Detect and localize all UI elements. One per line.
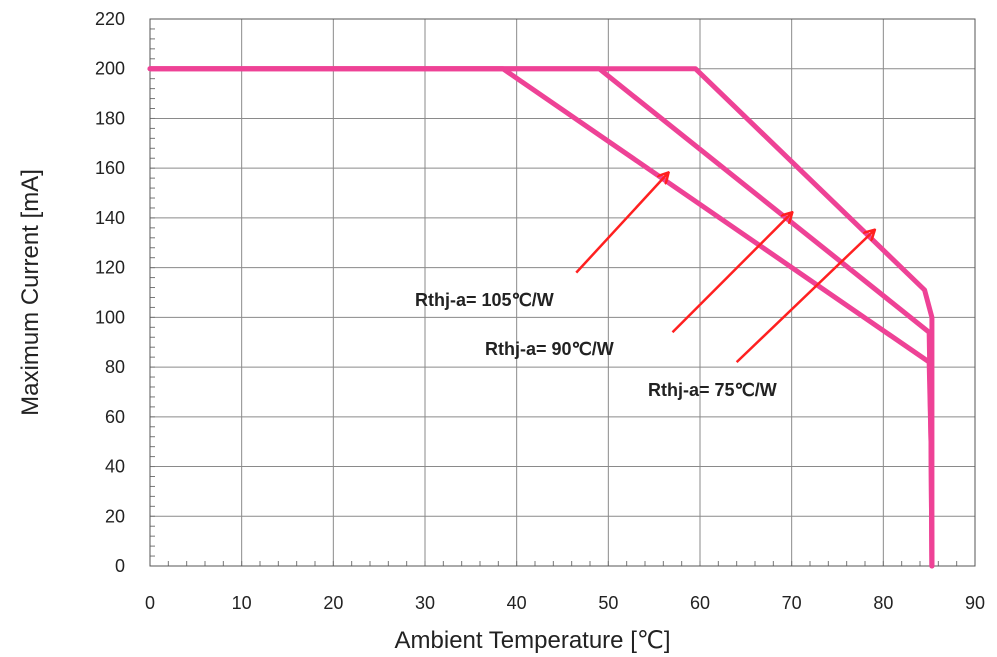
- annotation-arrow-1: [671, 213, 792, 334]
- x-tick-label-7: 70: [782, 593, 802, 613]
- y-tick-label-1: 20: [105, 506, 125, 526]
- series-layer: [147, 66, 935, 569]
- minor-ticks: [149, 18, 976, 567]
- annotation-label-1: Rthj-a= 90℃/W: [485, 339, 614, 359]
- y-tick-label-8: 160: [95, 158, 125, 178]
- x-tick-label-8: 80: [873, 593, 893, 613]
- annotation-arrow-2: [735, 230, 875, 364]
- x-tick-label-0: 0: [145, 593, 155, 613]
- annotation-layer: Rthj-a= 105℃/W Rthj-a= 90℃/W Rthj-a= 75℃/W: [415, 173, 874, 400]
- x-tick-label-9: 90: [965, 593, 985, 613]
- x-tick-label-5: 50: [598, 593, 618, 613]
- grid-lines: [149, 18, 976, 567]
- y-tick-label-7: 140: [95, 208, 125, 228]
- x-tick-label-2: 20: [323, 593, 343, 613]
- y-tick-label-0: 0: [115, 556, 125, 576]
- x-tick-label-3: 30: [415, 593, 435, 613]
- y-tick-label-9: 180: [95, 108, 125, 128]
- x-axis-title: Ambient Temperature [℃]: [395, 627, 671, 654]
- y-tick-label-4: 80: [105, 357, 125, 377]
- y-tick-labels: 0 20 40 60 80 100 120 140 160 180 200 220: [95, 9, 125, 576]
- series-line-2: [147, 66, 935, 569]
- annotation-label-0: Rthj-a= 105℃/W: [415, 290, 554, 310]
- annotation-arrow-0: [575, 173, 668, 274]
- y-tick-label-11: 220: [95, 9, 125, 29]
- y-axis-title: Maximum Current [mA]: [17, 169, 44, 416]
- annotation-label-2: Rthj-a= 75℃/W: [648, 380, 777, 400]
- x-tick-labels: 0 10 20 30 40 50 60 70 80 90: [145, 593, 985, 613]
- x-tick-label-1: 10: [232, 593, 252, 613]
- x-tick-label-6: 60: [690, 593, 710, 613]
- y-tick-label-10: 200: [95, 59, 125, 79]
- y-tick-label-2: 40: [105, 457, 125, 477]
- y-tick-label-3: 60: [105, 407, 125, 427]
- y-tick-label-5: 100: [95, 307, 125, 327]
- y-tick-label-6: 120: [95, 258, 125, 278]
- plot-area-frame: [149, 18, 976, 567]
- x-tick-label-4: 40: [507, 593, 527, 613]
